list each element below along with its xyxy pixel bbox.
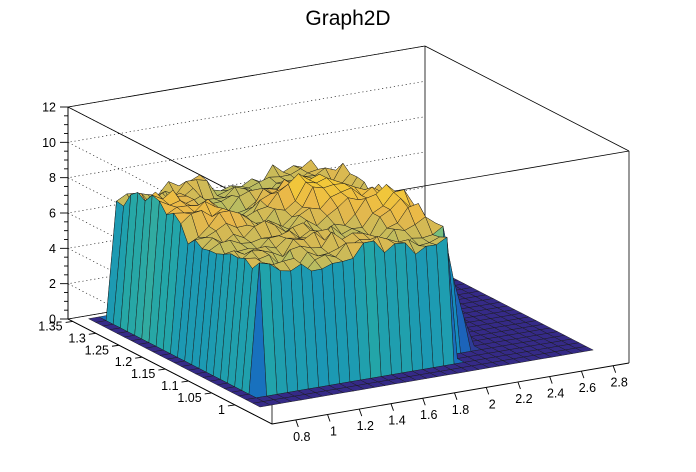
z-tick-label-0: 0 <box>49 313 56 327</box>
y-tick-mark-7 <box>65 320 73 323</box>
x-tick-label-10: 2.8 <box>610 376 627 390</box>
x-tick-label-6: 2 <box>489 397 496 411</box>
x-tick-label-1: 1 <box>330 425 337 439</box>
x-tick-mark-7 <box>517 381 521 390</box>
x-axis-ticks: 0.8 1 1.2 1.4 1.6 1.8 2 2.2 2.4 2.6 2.8 <box>293 365 628 444</box>
z-tick-label-6: 12 <box>42 101 56 115</box>
z-tick-label-3: 6 <box>49 207 56 221</box>
y-tick-label-3: 1.15 <box>131 367 155 381</box>
frame-edge-8 <box>424 45 630 152</box>
x-tick-label-8: 2.4 <box>547 387 564 401</box>
y-tick-label-4: 1.2 <box>115 355 132 369</box>
x-tick-mark-6 <box>485 387 490 395</box>
y-tick-mark-1 <box>204 392 212 395</box>
x-tick-label-0: 0.8 <box>293 430 310 444</box>
y-tick-mark-0 <box>227 404 235 407</box>
x-tick-mark-2 <box>358 408 363 417</box>
x-tick-label-2: 1.2 <box>357 419 374 433</box>
x-tick-label-3: 1.4 <box>388 414 405 428</box>
chart-title: Graph2D <box>305 7 390 30</box>
y-axis-line <box>67 318 273 425</box>
x-tick-mark-9 <box>580 370 585 379</box>
y-tick-label-5: 1.25 <box>85 343 109 357</box>
z-axis-ticks: 0 2 4 6 8 10 12 <box>42 101 68 327</box>
y-tick-mark-6 <box>88 332 96 335</box>
z-tick-label-1: 2 <box>49 277 56 291</box>
z-tick-label-5: 10 <box>42 136 56 150</box>
x-tick-label-5: 1.8 <box>452 403 469 417</box>
x-tick-mark-1 <box>327 414 331 422</box>
x-axis-line <box>271 362 630 425</box>
y-tick-label-1: 1.05 <box>177 391 201 405</box>
x-tick-mark-10 <box>612 365 617 373</box>
y-tick-label-7: 1.35 <box>38 319 62 333</box>
y-tick-mark-4 <box>135 356 143 359</box>
x-tick-mark-5 <box>454 392 458 400</box>
x-tick-label-4: 1.6 <box>420 408 437 422</box>
z-tick-label-4: 8 <box>49 171 56 185</box>
x-tick-label-7: 2.2 <box>515 392 532 406</box>
y-tick-mark-2 <box>181 380 189 383</box>
frame-edge-2 <box>67 45 426 108</box>
x-tick-mark-0 <box>295 419 299 428</box>
x-tick-mark-8 <box>549 376 553 384</box>
surface-cell-951 <box>252 401 272 408</box>
x-tick-mark-4 <box>422 398 426 406</box>
x-tick-label-9: 2.6 <box>579 381 596 395</box>
y-tick-label-6: 1.3 <box>68 331 85 345</box>
y-tick-label-2: 1.1 <box>161 379 178 393</box>
y-tick-mark-3 <box>158 368 166 371</box>
y-axis-ticks: 1 1.051.1 1.151.2 1.251.3 1.35 <box>38 319 235 417</box>
y-tick-label-0: 1 <box>218 403 225 417</box>
surface-mesh <box>87 159 594 408</box>
y-tick-mark-5 <box>111 344 120 347</box>
z-tick-label-2: 4 <box>49 242 56 256</box>
x-tick-mark-3 <box>390 403 394 411</box>
